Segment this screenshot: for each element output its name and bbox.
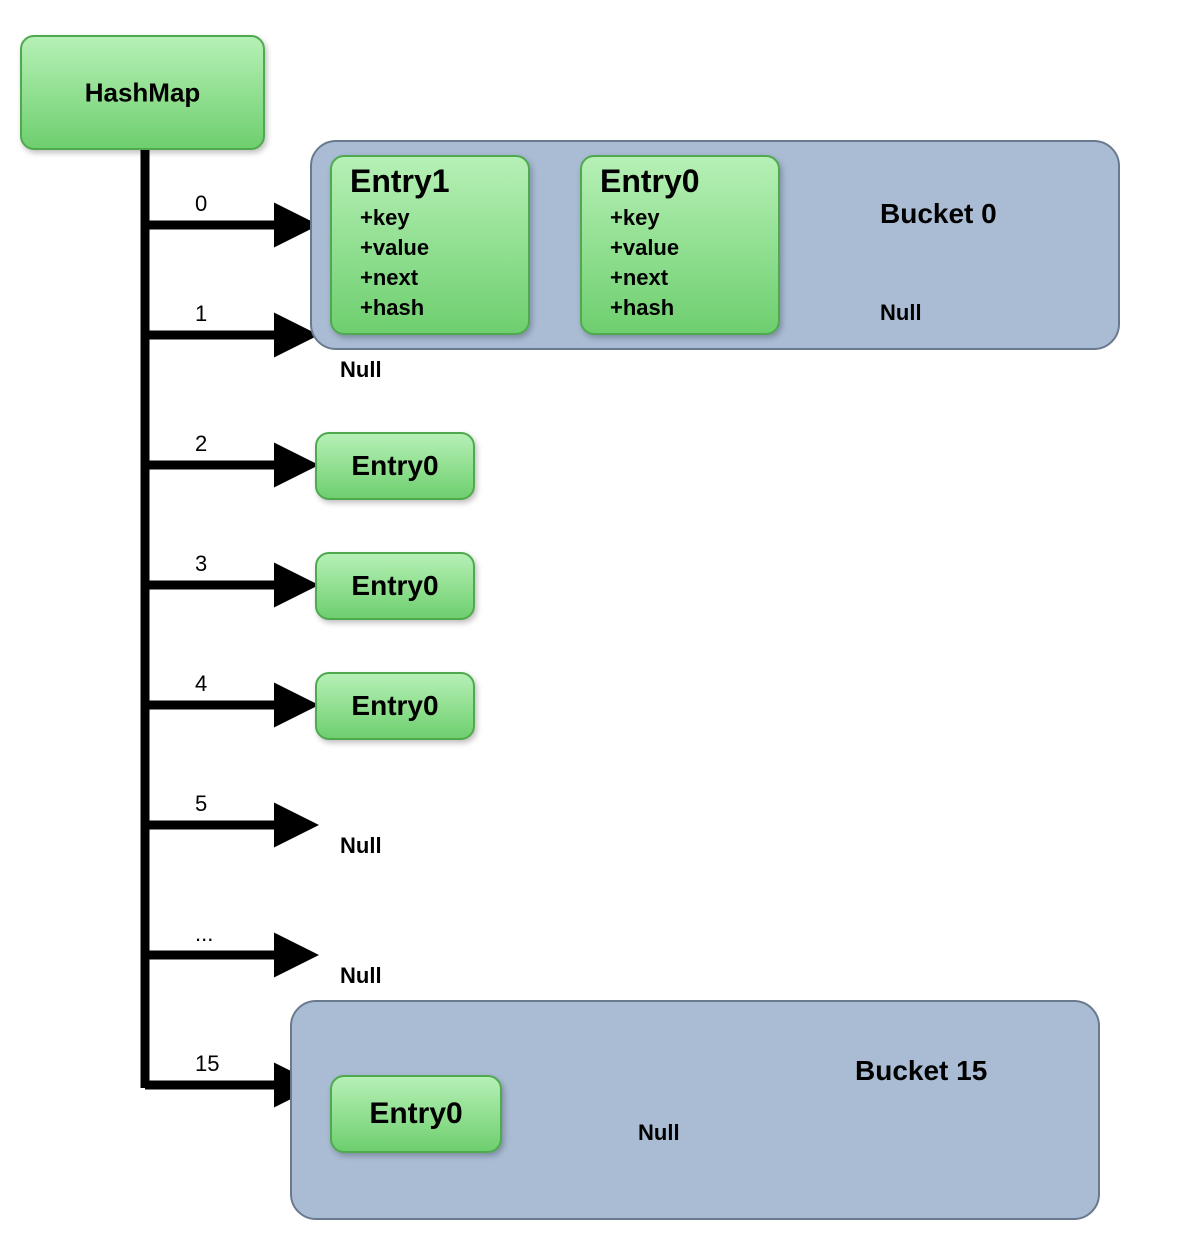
rowdots-null-label: Null — [340, 963, 382, 989]
diagram-canvas: HashMap Bucket 0 Entry1 +key +value +nex… — [0, 0, 1180, 1254]
row4-entry0-label: Entry0 — [351, 690, 438, 722]
bucket0-null-label: Null — [880, 300, 922, 326]
bucket15-null-label: Null — [638, 1120, 680, 1146]
hashmap-root-label: HashMap — [85, 77, 201, 108]
entry1-field-key: +key — [360, 205, 410, 231]
bucket15-entry0-node: Entry0 — [330, 1075, 502, 1153]
branch-label-1: 1 — [195, 301, 207, 327]
entry0-field-hash: +hash — [610, 295, 674, 321]
entry0-field-key: +key — [610, 205, 660, 231]
row3-entry0-label: Entry0 — [351, 570, 438, 602]
entry0-field-next: +next — [610, 265, 668, 291]
entry1-field-next: +next — [360, 265, 418, 291]
entry0-field-value: +value — [610, 235, 679, 261]
entry1-title: Entry1 — [350, 163, 450, 200]
branch-label-dot: ... — [195, 921, 213, 947]
branch-label-4: 4 — [195, 671, 207, 697]
branch-label-15: 15 — [195, 1051, 219, 1077]
row2-entry0-label: Entry0 — [351, 450, 438, 482]
row5-null-label: Null — [340, 833, 382, 859]
bucket0-entry1-node: Entry1 +key +value +next +hash — [330, 155, 530, 335]
hashmap-root-node: HashMap — [20, 35, 265, 150]
bucket0-entry0-node: Entry0 +key +value +next +hash — [580, 155, 780, 335]
branch-label-0: 0 — [195, 191, 207, 217]
entry1-field-hash: +hash — [360, 295, 424, 321]
row1-null-label: Null — [340, 357, 382, 383]
bucket15-entry0-label: Entry0 — [369, 1097, 462, 1131]
row3-entry0-node: Entry0 — [315, 552, 475, 620]
branch-label-3: 3 — [195, 551, 207, 577]
row2-entry0-node: Entry0 — [315, 432, 475, 500]
entry1-field-value: +value — [360, 235, 429, 261]
entry0-title: Entry0 — [600, 163, 700, 200]
row4-entry0-node: Entry0 — [315, 672, 475, 740]
branch-label-5: 5 — [195, 791, 207, 817]
bucket-15-title: Bucket 15 — [855, 1055, 987, 1087]
branch-label-2: 2 — [195, 431, 207, 457]
bucket-0-title: Bucket 0 — [880, 198, 997, 230]
